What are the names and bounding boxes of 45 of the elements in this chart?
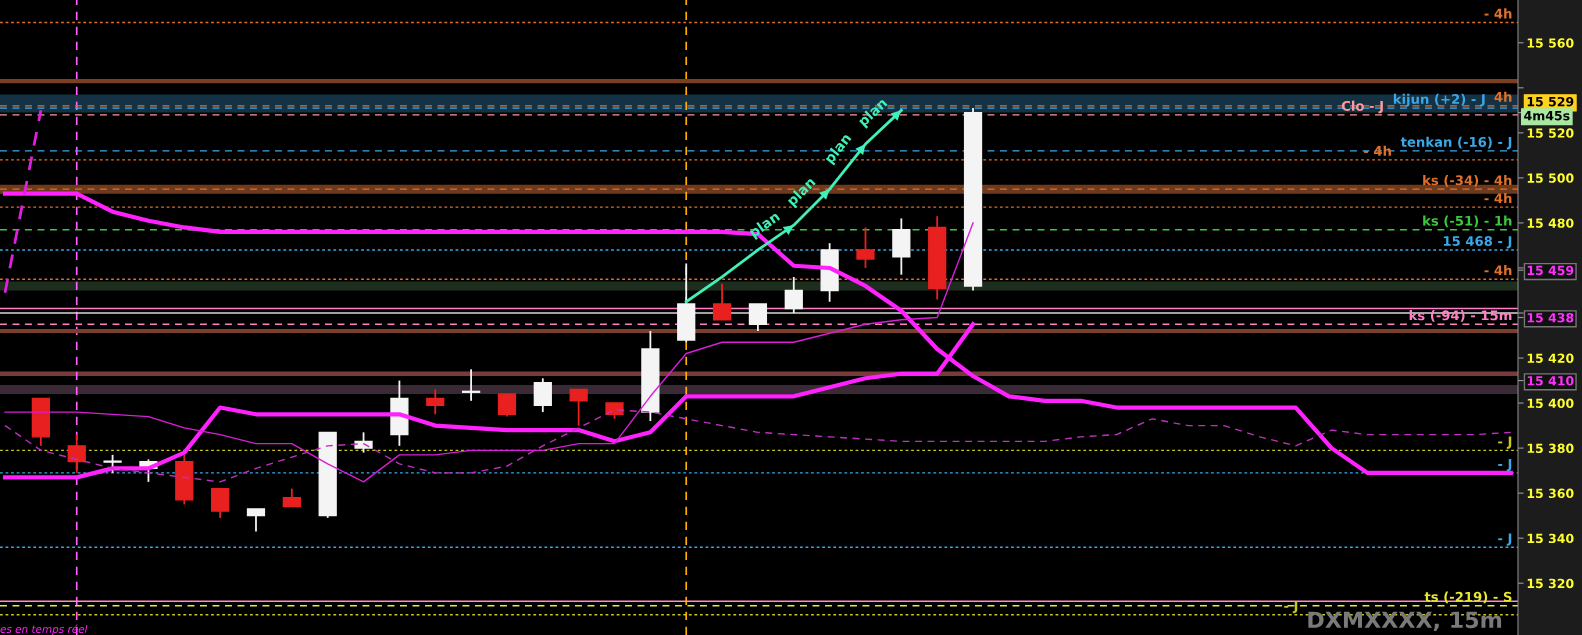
candlestick [856, 226, 875, 269]
y-tick-label: 15 459 [1527, 265, 1574, 276]
y-tick-label: 15 529 [1527, 96, 1574, 107]
ref-line-label: - J [1498, 533, 1512, 546]
y-tick-label: 15 380 [1527, 443, 1574, 454]
candlestick [497, 393, 517, 418]
y-tick-label: 15 400 [1527, 398, 1574, 408]
y-tick-label: 15 320 [1527, 578, 1574, 589]
candlestick [461, 368, 481, 402]
candlestick [67, 433, 86, 474]
candlestick [426, 388, 445, 416]
y-tick-label: 15 438 [1527, 312, 1574, 323]
candlestick [748, 303, 768, 332]
ref-line-label: - 4h [1484, 193, 1512, 204]
candlestick [282, 487, 301, 508]
ref-line-label: - 4h [1484, 8, 1512, 19]
ref-line-label: 15 468 - J [1443, 236, 1512, 249]
ref-line-label: - 4h [1484, 265, 1512, 276]
ref-line-label: tenkan (-16) - J [1400, 136, 1512, 150]
candlestick [211, 487, 230, 519]
candlestick [712, 282, 732, 321]
candlestick [533, 377, 552, 413]
ref-line-label: ks (-34) - 4h [1423, 174, 1512, 187]
candlestick [103, 453, 122, 474]
y-tick-label: 15 560 [1527, 38, 1574, 48]
y-tick-label: 15 500 [1527, 173, 1574, 183]
y-tick-label: 15 420 [1527, 353, 1574, 363]
ref-line-label: kijun (+2) - J [1393, 93, 1485, 107]
ref-line-label: - J [1284, 600, 1298, 614]
y-tick-label: 15 340 [1527, 533, 1574, 544]
ref-line-label: 4h [1494, 91, 1512, 102]
y-tick-label: 15 480 [1527, 218, 1574, 228]
y-tick-label: 15 410 [1527, 376, 1574, 386]
ref-line-label: - 4h [1364, 145, 1391, 156]
candlestick [784, 276, 803, 314]
text: 4m45s [1524, 111, 1570, 121]
ref-line-label: - J [1498, 459, 1512, 472]
ref-line-label: - J [1498, 436, 1512, 449]
annotation: DXMXXXX, 15m [1308, 611, 1502, 631]
y-tick-label: 15 360 [1527, 488, 1574, 499]
ref-line-label: Clo - J [1341, 100, 1383, 114]
candlestick [246, 507, 266, 533]
candlestick [569, 388, 588, 427]
y-tick-label: 15 520 [1527, 128, 1574, 138]
ref-line-label: ks (-51) - 1h [1423, 215, 1512, 228]
